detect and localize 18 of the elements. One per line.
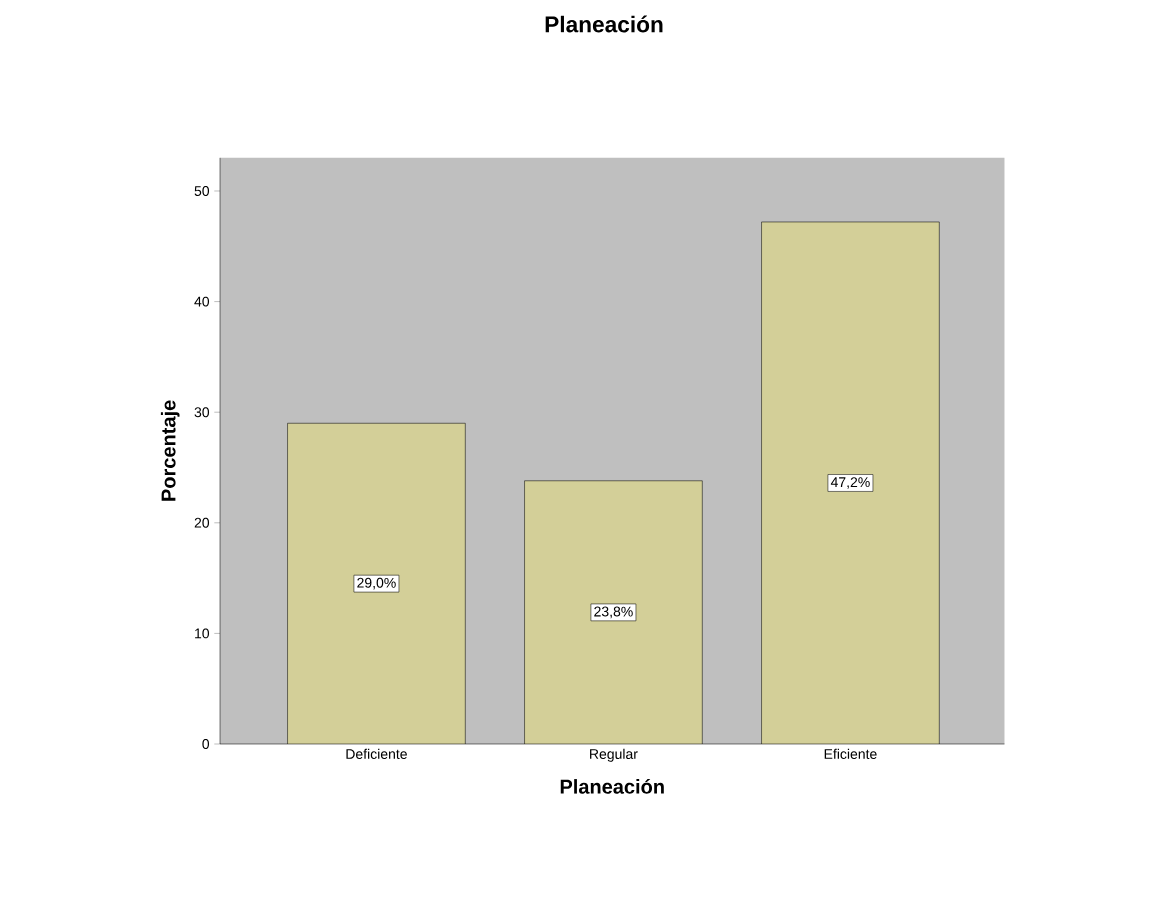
bar <box>287 423 466 744</box>
x-tick-label: Deficiente <box>346 748 407 759</box>
y-tick-label: 20 <box>194 517 210 528</box>
bar <box>761 221 940 744</box>
data-label: 23,8% <box>594 606 633 619</box>
data-label: 47,2% <box>830 477 870 489</box>
x-tick-label: Regular <box>590 748 638 762</box>
x-axis-title: Planeación <box>560 778 664 794</box>
x-tick-label: Eficiente <box>824 748 877 759</box>
chart-title: Planeación <box>545 15 663 33</box>
y-tick-label: 30 <box>194 407 210 418</box>
y-tick-label: 0 <box>202 739 210 749</box>
y-tick-label: 10 <box>195 628 210 639</box>
bar <box>524 480 703 744</box>
y-tick-label: 50 <box>194 186 210 196</box>
data-label: 29,0% <box>357 577 396 590</box>
y-tick-label: 40 <box>194 296 210 307</box>
y-axis-title: Porcentaje <box>160 400 180 501</box>
